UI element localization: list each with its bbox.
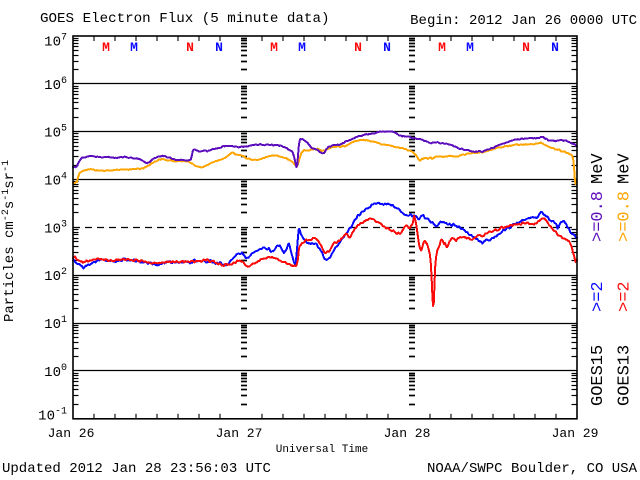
svg-text:N: N <box>215 40 223 55</box>
svg-text:N: N <box>186 40 194 55</box>
svg-text:M: M <box>102 40 110 55</box>
svg-text:N: N <box>522 40 530 55</box>
svg-text:GOES15: GOES15 <box>589 345 608 406</box>
svg-text:Jan 27: Jan 27 <box>216 426 263 441</box>
svg-text:Universal Time: Universal Time <box>276 444 368 456</box>
svg-text:Updated 2012 Jan 28 23:56:03 U: Updated 2012 Jan 28 23:56:03 UTC <box>2 461 271 477</box>
svg-text:N: N <box>383 40 391 55</box>
svg-text:Particles cm-2s-1sr-1: Particles cm-2s-1sr-1 <box>1 160 18 322</box>
svg-text:GOES Electron Flux (5 minute d: GOES Electron Flux (5 minute data) <box>40 11 329 27</box>
svg-text:MeV: MeV <box>589 153 608 184</box>
svg-text:GOES13: GOES13 <box>616 345 635 406</box>
svg-text:Jan 26: Jan 26 <box>48 426 95 441</box>
svg-text:>=2: >=2 <box>616 281 635 312</box>
svg-text:>=2: >=2 <box>589 281 608 312</box>
svg-text:Jan 28: Jan 28 <box>384 426 431 441</box>
svg-text:M: M <box>466 40 474 55</box>
svg-text:>=0.8: >=0.8 <box>616 191 635 242</box>
svg-text:M: M <box>298 40 306 55</box>
svg-text:Begin: 2012 Jan 26 0000 UTC: Begin: 2012 Jan 26 0000 UTC <box>410 13 637 29</box>
svg-text:Jan 29: Jan 29 <box>552 426 599 441</box>
svg-text:>=0.8: >=0.8 <box>589 191 608 242</box>
svg-text:N: N <box>354 40 362 55</box>
svg-text:NOAA/SWPC Boulder, CO USA: NOAA/SWPC Boulder, CO USA <box>427 461 638 477</box>
svg-text:N: N <box>551 40 559 55</box>
svg-text:M: M <box>130 40 138 55</box>
svg-text:M: M <box>438 40 446 55</box>
svg-text:MeV: MeV <box>616 153 635 184</box>
svg-text:M: M <box>270 40 278 55</box>
